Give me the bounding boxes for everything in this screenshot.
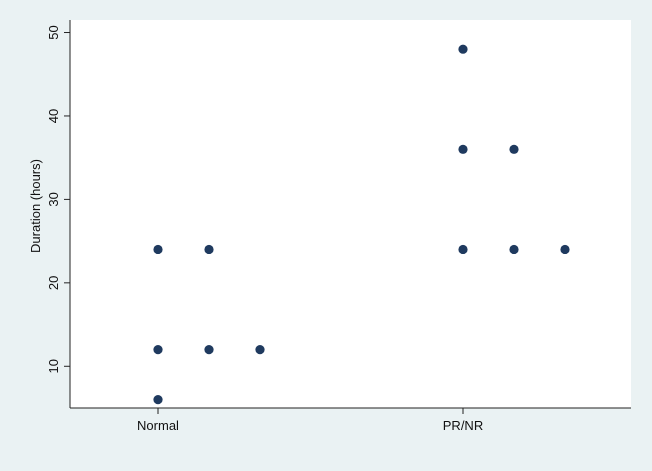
y-tick-label: 40 (46, 109, 61, 123)
data-point (204, 244, 214, 255)
data-point (153, 395, 163, 405)
data-point (458, 244, 468, 255)
data-point (509, 144, 519, 154)
data-points (153, 44, 570, 405)
y-axis-title: Duration (hours) (28, 159, 43, 253)
x-tick-label: Normal (137, 418, 179, 433)
y-tick-label: 10 (46, 359, 61, 373)
data-point (458, 44, 468, 54)
data-point (458, 144, 468, 154)
y-axis-ticks: 10 20 30 40 50 (46, 25, 70, 374)
data-point (204, 344, 214, 355)
data-point (560, 244, 570, 255)
x-tick-label: PR/NR (443, 418, 483, 433)
y-tick-label: 50 (46, 25, 61, 39)
x-axis-ticks: Normal PR/NR (137, 408, 483, 433)
y-tick-label: 30 (46, 192, 61, 206)
data-point (509, 244, 519, 255)
plot-area (70, 20, 631, 408)
data-point (255, 344, 265, 355)
data-point (153, 344, 163, 355)
data-point (153, 244, 163, 255)
y-tick-label: 20 (46, 276, 61, 290)
